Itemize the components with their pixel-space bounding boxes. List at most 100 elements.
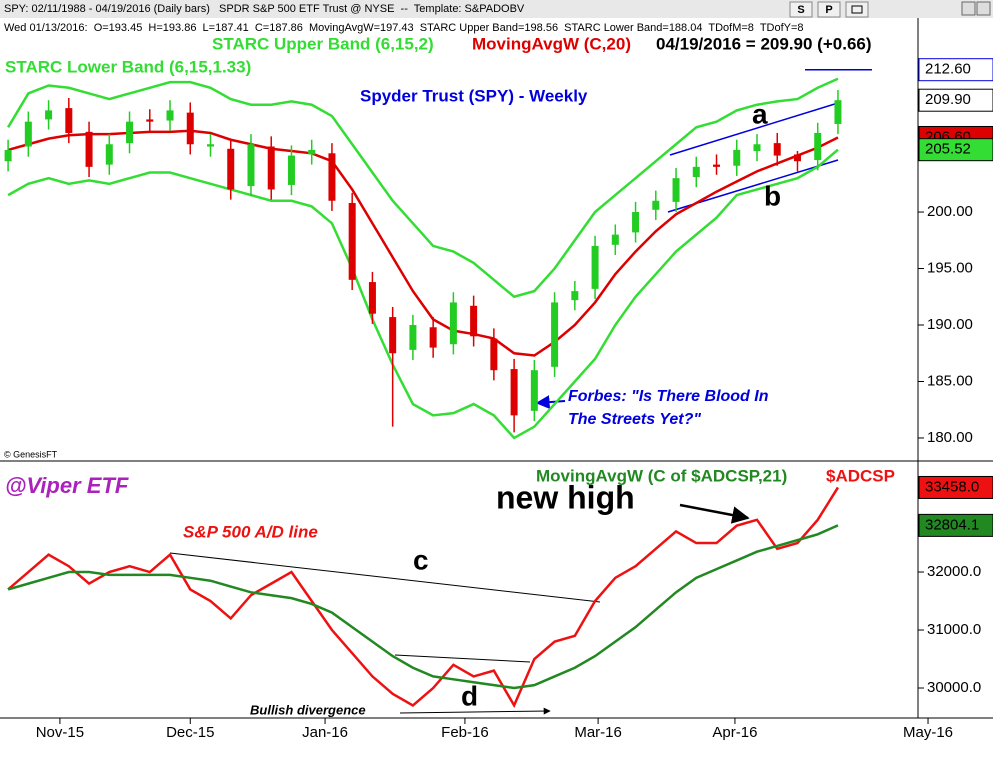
legend-entry: STARC Upper Band (6,15,2) bbox=[212, 34, 434, 53]
legend-entry: $ADCSP bbox=[826, 466, 895, 485]
legend-entry: STARC Lower Band (6,15,1.33) bbox=[5, 57, 251, 76]
candle-body bbox=[814, 132, 822, 161]
series-line bbox=[7, 486, 840, 709]
annotation: new high bbox=[496, 479, 635, 515]
candle-body bbox=[267, 146, 275, 190]
candle-body bbox=[490, 338, 498, 371]
candle-body bbox=[105, 144, 113, 165]
toolbar-button[interactable] bbox=[789, 1, 813, 18]
candle-body bbox=[713, 164, 721, 167]
annotation: Bullish divergence bbox=[250, 702, 366, 717]
arrow bbox=[535, 395, 566, 410]
y-tick-label: 32000.0 bbox=[927, 563, 981, 580]
candle-body bbox=[308, 149, 316, 155]
candle-body bbox=[287, 155, 295, 185]
y-tick-label: 190.00 bbox=[927, 316, 973, 333]
series-line bbox=[7, 129, 839, 357]
candle-body bbox=[4, 149, 12, 162]
annotation: S&P 500 A/D line bbox=[183, 522, 318, 541]
arrow bbox=[399, 707, 551, 715]
candle-body bbox=[207, 144, 215, 147]
candle-body bbox=[146, 119, 154, 122]
candle-body bbox=[45, 110, 53, 120]
candle-body bbox=[834, 100, 842, 124]
annotation: b bbox=[764, 180, 781, 211]
candle-body bbox=[753, 144, 761, 152]
window-button[interactable] bbox=[976, 1, 991, 16]
value-label: 209.90 bbox=[925, 91, 971, 108]
y-tick-label: 30000.0 bbox=[927, 679, 981, 696]
candle-body bbox=[470, 305, 478, 337]
x-tick-label: Nov-15 bbox=[36, 724, 84, 741]
candle-body bbox=[652, 200, 660, 210]
candle-body bbox=[530, 370, 538, 411]
candle-body bbox=[571, 291, 579, 301]
candle-body bbox=[692, 166, 700, 178]
annotation: c bbox=[413, 544, 429, 575]
window-button[interactable] bbox=[961, 1, 976, 16]
arrow bbox=[679, 503, 750, 524]
y-tick-label: 195.00 bbox=[927, 259, 973, 276]
value-box bbox=[918, 58, 993, 82]
candle-body bbox=[166, 110, 174, 121]
candle-body bbox=[368, 282, 376, 314]
x-tick-label: Feb-16 bbox=[441, 724, 489, 741]
candle-body bbox=[429, 327, 437, 348]
y-tick-label: 180.00 bbox=[927, 429, 973, 446]
toolbar-button[interactable] bbox=[845, 1, 869, 18]
toolbar-label: S bbox=[797, 4, 804, 16]
y-tick-label: 185.00 bbox=[927, 372, 973, 389]
quote: 04/19/2016 = 209.90 (+0.66) bbox=[656, 34, 872, 53]
annotation: The Streets Yet?" bbox=[568, 411, 701, 428]
labels: 180.00185.00190.00195.00200.00212.60206.… bbox=[4, 34, 993, 741]
candle-body bbox=[510, 369, 518, 416]
value-box bbox=[918, 88, 993, 112]
trend-line bbox=[169, 552, 601, 603]
candle-body bbox=[227, 148, 235, 190]
candle-body bbox=[126, 121, 134, 144]
value-label: 205.52 bbox=[925, 141, 971, 158]
candle-body bbox=[773, 143, 781, 156]
series-line bbox=[7, 77, 839, 299]
x-tick-label: Apr-16 bbox=[712, 724, 757, 741]
x-tick-label: Dec-15 bbox=[166, 724, 214, 741]
header-line: Wed 01/13/2016: O=193.45 H=193.86 L=187.… bbox=[4, 22, 804, 34]
value-label: 32804.1 bbox=[925, 516, 979, 533]
candle-body bbox=[24, 121, 32, 147]
candle-body bbox=[85, 131, 93, 167]
y-tick-label: 200.00 bbox=[927, 203, 973, 220]
candle-body bbox=[186, 112, 194, 145]
candle-body bbox=[551, 302, 559, 367]
candle-body bbox=[632, 212, 640, 233]
x-tick-label: May-16 bbox=[903, 724, 953, 741]
candle-body bbox=[389, 317, 397, 354]
value-box bbox=[918, 138, 993, 162]
legend-entry: MovingAvgW (C of $ADCSP,21) bbox=[536, 466, 787, 485]
candle-body bbox=[793, 154, 801, 162]
window-icon bbox=[851, 5, 863, 14]
chart-title: Spyder Trust (SPY) - Weekly bbox=[360, 86, 588, 105]
chart-title: @Viper ETF bbox=[5, 473, 129, 498]
indicator-plot bbox=[7, 486, 840, 709]
series-line bbox=[7, 524, 839, 690]
x-tick-label: Mar-16 bbox=[574, 724, 622, 741]
y-tick-label: 31000.0 bbox=[927, 621, 981, 638]
toolbar-button[interactable] bbox=[817, 1, 841, 18]
annotation: © GenesisFT bbox=[4, 449, 58, 459]
candle-body bbox=[591, 245, 599, 289]
candle-body bbox=[247, 144, 255, 187]
candle-body bbox=[611, 234, 619, 245]
annotation: d bbox=[461, 680, 478, 711]
candle-body bbox=[348, 203, 356, 280]
candle-body bbox=[65, 108, 73, 133]
legend-entry: MovingAvgW (C,20) bbox=[472, 34, 631, 53]
header-line: SPY: 02/11/1988 - 04/19/2016 (Daily bars… bbox=[4, 3, 525, 15]
value-label: 33458.0 bbox=[925, 478, 979, 495]
annotation: Forbes: "Is There Blood In bbox=[568, 388, 769, 405]
candle-body bbox=[449, 302, 457, 345]
value-box bbox=[918, 513, 993, 537]
value-box bbox=[918, 475, 993, 499]
price-plot bbox=[4, 77, 842, 440]
x-tick-label: Jan-16 bbox=[302, 724, 348, 741]
